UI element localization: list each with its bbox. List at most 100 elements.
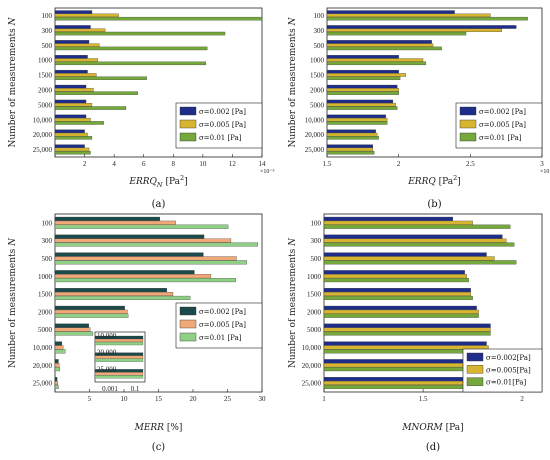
bar-a-7-1 bbox=[54, 117, 91, 122]
bar-d-1-0 bbox=[323, 234, 503, 239]
bar-d-6-2 bbox=[323, 331, 491, 336]
bar-a-9-0 bbox=[54, 144, 85, 148]
y-tick-label: 500 bbox=[42, 255, 53, 263]
bar-c-6-1 bbox=[54, 327, 91, 332]
legend-swatch bbox=[179, 132, 197, 142]
bar-a-5-1 bbox=[54, 88, 94, 92]
bar-d-0-2 bbox=[323, 224, 511, 229]
bar-a-0-0 bbox=[54, 10, 93, 14]
bar-d-3-1 bbox=[323, 274, 467, 279]
bar-c-9-2 bbox=[54, 384, 59, 389]
y-tick-label: 1500 bbox=[307, 291, 322, 299]
bar-b-7-2 bbox=[326, 121, 388, 125]
legend-swatch bbox=[459, 106, 477, 116]
inset-bar bbox=[94, 358, 144, 362]
legend-entry: σ=0.002 [Pa] bbox=[479, 108, 526, 116]
x-axis-label-main: MERR bbox=[134, 423, 165, 433]
bar-a-8-0 bbox=[54, 129, 85, 133]
y-tick-label: 100 bbox=[314, 12, 325, 20]
x-axis-label-unit: [%] bbox=[164, 423, 182, 433]
y-tick-label: 5000 bbox=[310, 101, 325, 109]
x-tick-label: 1 bbox=[322, 395, 326, 403]
inset-chart: 10,000 20,000 25,000 0.001 0.1 bbox=[94, 331, 146, 393]
legend-entry: σ=0.005 [Pa] bbox=[479, 121, 526, 129]
x-axis-label: ERRQ [Pa2] bbox=[407, 174, 461, 187]
inset-bar bbox=[94, 341, 144, 346]
y-tick-label: 20,000 bbox=[302, 362, 322, 370]
inset-tick-label: 10,000 bbox=[97, 332, 117, 340]
bar-c-5-1 bbox=[54, 309, 128, 314]
legend-swatch bbox=[179, 106, 197, 116]
bar-d-9-0 bbox=[323, 377, 477, 382]
legend: σ=0.002[Pa] σ=0.005[Pa] σ=0.01[Pa] bbox=[462, 348, 543, 393]
x-tick-label: 2 bbox=[520, 395, 524, 403]
y-tick-label: 5000 bbox=[307, 326, 322, 334]
x-tick-label: 6 bbox=[142, 160, 146, 168]
y-tick-label: 1000 bbox=[307, 273, 322, 281]
y-tick-label: 25,000 bbox=[305, 146, 325, 154]
y-tick-label: 1000 bbox=[310, 57, 325, 65]
bar-c-6-2 bbox=[54, 331, 94, 336]
y-tick-label: 500 bbox=[314, 42, 325, 50]
y-tick-label: 25,000 bbox=[33, 380, 53, 388]
bar-d-8-1 bbox=[323, 363, 477, 368]
bar-c-7-1 bbox=[54, 345, 64, 350]
y-tick-label: 300 bbox=[314, 27, 325, 35]
bar-b-9-2 bbox=[326, 151, 375, 155]
legend-swatch bbox=[459, 132, 477, 142]
y-axis-label-text: Number of measurements bbox=[288, 246, 298, 368]
x-tick-label: 3 bbox=[540, 160, 544, 168]
y-axis-label-text: Number of measurements bbox=[8, 25, 18, 147]
x-tick-label: 12 bbox=[229, 160, 237, 168]
y-tick-label: 500 bbox=[311, 255, 322, 263]
legend-swatch bbox=[179, 306, 197, 316]
bar-c-2-1 bbox=[54, 256, 237, 261]
bar-a-6-2 bbox=[54, 106, 127, 110]
bar-a-2-1 bbox=[54, 43, 100, 47]
x-tick-label: 20 bbox=[190, 395, 198, 403]
bar-b-1-0 bbox=[326, 25, 517, 29]
y-tick-label: 2000 bbox=[310, 86, 325, 94]
legend-entry: σ=0.002 [Pa] bbox=[199, 108, 246, 116]
legend-entry: σ=0.002[Pa] bbox=[486, 354, 531, 362]
bar-d-9-1 bbox=[323, 380, 477, 386]
y-tick-label: 25,000 bbox=[302, 380, 322, 388]
inset-bar bbox=[94, 375, 144, 379]
bar-b-3-0 bbox=[326, 55, 399, 59]
bar-d-3-0 bbox=[323, 270, 465, 275]
bar-a-1-1 bbox=[54, 28, 106, 32]
x-axis-label-main: MNORM bbox=[401, 423, 443, 433]
bar-d-0-0 bbox=[323, 216, 453, 221]
inset-x-tick-label: 0.1 bbox=[131, 385, 140, 393]
bar-a-4-1 bbox=[54, 73, 97, 77]
panel-label: (b) bbox=[427, 199, 441, 210]
bar-a-1-0 bbox=[54, 25, 91, 29]
x-tick-label: 10 bbox=[121, 395, 129, 403]
bar-b-3-2 bbox=[326, 61, 427, 66]
bar-d-6-1 bbox=[323, 327, 491, 332]
y-tick-label: 300 bbox=[311, 237, 322, 245]
y-tick-label: 1500 bbox=[38, 291, 53, 299]
bar-c-4-1 bbox=[54, 291, 174, 297]
y-tick-label: 300 bbox=[42, 27, 53, 35]
bar-a-7-0 bbox=[54, 114, 87, 119]
x-tick-label: 25 bbox=[224, 395, 232, 403]
bar-b-6-2 bbox=[326, 106, 398, 110]
bar-d-2-2 bbox=[323, 260, 517, 265]
bar-b-1-2 bbox=[326, 31, 467, 36]
legend-entry: σ=0.01[Pa] bbox=[486, 379, 527, 387]
bar-a-8-2 bbox=[54, 136, 93, 140]
y-axis-label-text: Number of measurements bbox=[8, 246, 18, 368]
bar-b-4-0 bbox=[326, 69, 399, 74]
bar-d-5-0 bbox=[323, 305, 477, 310]
bar-d-2-0 bbox=[323, 252, 487, 257]
y-tick-label: 1000 bbox=[38, 57, 53, 65]
bar-d-1-1 bbox=[323, 238, 507, 243]
bar-a-6-0 bbox=[54, 99, 87, 104]
bar-c-1-2 bbox=[54, 242, 259, 247]
bar-c-9-1 bbox=[54, 380, 58, 386]
bar-b-6-0 bbox=[326, 99, 394, 104]
bar-d-7-1 bbox=[323, 345, 489, 350]
bar-b-5-0 bbox=[326, 84, 398, 89]
